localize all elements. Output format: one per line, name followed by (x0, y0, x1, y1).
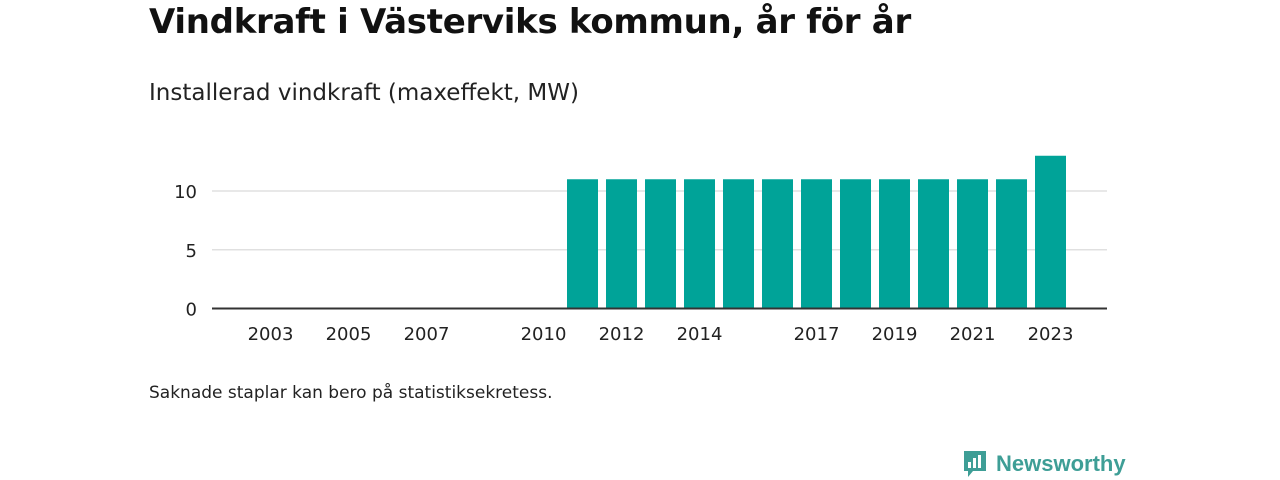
bar-2011[interactable] (567, 179, 598, 309)
x-tick-label: 2012 (599, 324, 645, 345)
bar-2013[interactable] (645, 179, 676, 309)
bar-chart: 0 5 10 2003 2005 2007 2010 2012 2014 2017 2019 202… (174, 155, 1107, 345)
bar-chart-icon (964, 451, 986, 477)
bar-2021[interactable] (957, 179, 988, 309)
bars (567, 155, 1066, 309)
bar-2018[interactable] (840, 179, 871, 309)
x-tick-label: 2010 (521, 324, 567, 345)
x-tick-label: 2003 (248, 324, 294, 345)
x-tick-labels: 2003 2005 2007 2010 2012 2014 2017 2019 2021 2023 (248, 324, 1074, 345)
bar-2016[interactable] (762, 179, 793, 309)
y-tick-label: 10 (174, 182, 197, 203)
y-tick-label: 0 (186, 300, 197, 321)
bar-2023[interactable] (1035, 155, 1066, 309)
x-tick-label: 2005 (326, 324, 372, 345)
x-tick-label: 2023 (1028, 324, 1074, 345)
bar-2012[interactable] (606, 179, 637, 309)
x-tick-label: 2014 (677, 324, 723, 345)
newsworthy-logo[interactable]: Newsworthy (962, 448, 1126, 480)
bar-2015[interactable] (723, 179, 754, 309)
bar-2019[interactable] (879, 179, 910, 309)
bar-2017[interactable] (801, 179, 832, 309)
y-tick-labels: 0 5 10 (174, 182, 197, 321)
footnote: Saknade staplar kan bero på statistiksek… (149, 383, 553, 403)
brand-name: Newsworthy (996, 451, 1126, 476)
bar-2020[interactable] (918, 179, 949, 309)
x-tick-label: 2007 (404, 324, 450, 345)
y-tick-label: 5 (186, 241, 197, 262)
bar-2022[interactable] (996, 179, 1027, 309)
chart-title: Vindkraft i Västerviks kommun, år för år (149, 2, 911, 42)
x-tick-label: 2021 (950, 324, 996, 345)
bar-2014[interactable] (684, 179, 715, 309)
x-tick-label: 2017 (794, 324, 840, 345)
chart-subtitle: Installerad vindkraft (maxeffekt, MW) (149, 80, 579, 106)
x-tick-label: 2019 (872, 324, 918, 345)
